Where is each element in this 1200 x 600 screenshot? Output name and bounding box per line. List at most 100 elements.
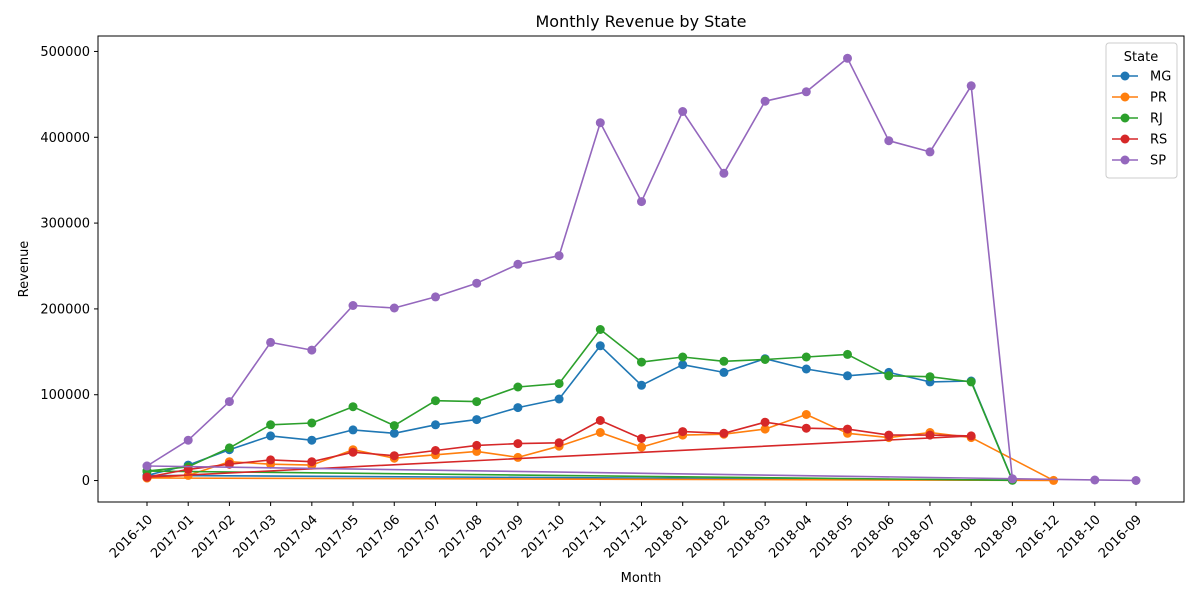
- legend-swatch-marker: [1120, 71, 1130, 81]
- legend-label: SP: [1150, 154, 1166, 169]
- data-point: [925, 147, 935, 157]
- legend-swatch-marker: [1120, 113, 1130, 123]
- legend-swatch-marker: [1120, 92, 1130, 102]
- data-point: [266, 431, 276, 441]
- data-point: [142, 472, 152, 482]
- data-point: [801, 87, 811, 97]
- data-point: [472, 415, 482, 425]
- data-point: [307, 345, 317, 355]
- data-point: [431, 396, 440, 406]
- x-axis-title: Month: [621, 571, 662, 586]
- data-point: [554, 379, 564, 389]
- data-point: [678, 427, 688, 437]
- data-point: [843, 53, 852, 63]
- data-point: [637, 434, 646, 443]
- x-tick-label: 2018-02: [684, 512, 733, 561]
- series-line-sp: [146, 57, 1137, 482]
- x-tick-label: 2017-01: [148, 512, 197, 561]
- legend-item-mg: MG: [1112, 70, 1171, 85]
- x-tick-label: 2018-08: [931, 512, 980, 561]
- y-tick-label: 500000: [40, 45, 90, 60]
- data-point: [719, 428, 729, 438]
- data-point: [389, 428, 399, 438]
- x-tick-label: 2017-04: [272, 512, 321, 561]
- data-point: [637, 380, 646, 390]
- data-point: [925, 430, 935, 440]
- chart-title: Monthly Revenue by State: [536, 12, 747, 31]
- data-point: [307, 457, 317, 467]
- y-tick-label: 400000: [40, 131, 90, 146]
- data-point: [678, 107, 688, 116]
- legend-label: MG: [1150, 70, 1171, 85]
- legend-label: PR: [1150, 91, 1167, 106]
- x-tick-label: 2017-07: [395, 512, 444, 561]
- data-point: [224, 397, 234, 407]
- legend-label: RS: [1150, 133, 1167, 148]
- x-tick-label: 2018-10: [1055, 512, 1104, 561]
- data-point: [513, 382, 523, 392]
- x-tick-label: 2018-04: [766, 512, 815, 561]
- axes-frame: [97, 35, 1185, 503]
- series-line-rj: [146, 328, 1014, 482]
- data-point: [307, 435, 317, 445]
- data-point: [554, 438, 564, 448]
- data-point: [1049, 475, 1059, 485]
- data-point: [719, 356, 729, 366]
- data-point: [472, 397, 482, 407]
- data-point: [513, 403, 523, 413]
- data-point: [719, 367, 729, 377]
- x-tick-label: 2018-05: [808, 512, 857, 561]
- data-point: [142, 461, 152, 471]
- legend-swatch-marker: [1120, 134, 1130, 144]
- data-point: [966, 81, 976, 91]
- legend-item-sp: SP: [1112, 154, 1166, 169]
- data-point: [884, 136, 894, 146]
- data-point: [595, 416, 605, 425]
- data-point: [389, 421, 399, 431]
- y-tick-label: 0: [82, 474, 90, 489]
- series-rj: [142, 325, 1017, 485]
- x-tick-label: 2016-09: [1096, 512, 1145, 561]
- data-point: [801, 423, 811, 433]
- x-tick-label: 2016-10: [107, 512, 156, 561]
- data-point: [513, 439, 523, 449]
- data-point: [266, 337, 276, 347]
- data-point: [389, 303, 399, 313]
- data-point: [966, 377, 976, 387]
- x-tick-label: 2017-09: [478, 512, 527, 561]
- y-axis-title: Revenue: [17, 241, 32, 298]
- data-point: [595, 325, 605, 334]
- legend: State MG PR RJ RS SP: [1105, 42, 1178, 179]
- legend-swatch-marker: [1120, 155, 1130, 165]
- x-axis: 2016-102017-012017-022017-032017-042017-…: [107, 502, 1145, 561]
- y-tick-label: 300000: [40, 217, 90, 232]
- data-point: [678, 352, 688, 362]
- data-point: [637, 442, 646, 452]
- data-point: [1090, 475, 1100, 485]
- data-point: [183, 435, 193, 445]
- x-tick-label: 2017-11: [560, 512, 609, 561]
- legend-item-pr: PR: [1112, 91, 1167, 106]
- data-point: [595, 428, 605, 437]
- x-tick-label: 2017-05: [313, 512, 362, 561]
- data-point: [843, 349, 852, 359]
- data-point: [348, 447, 358, 457]
- data-point: [513, 452, 523, 462]
- series-sp: [142, 53, 1141, 485]
- y-axis: 0 100000 200000 300000 400000 500000: [40, 45, 98, 489]
- series-rs: [142, 416, 976, 482]
- data-point: [431, 292, 440, 302]
- x-tick-label: 2017-03: [231, 512, 280, 561]
- data-point: [431, 420, 440, 430]
- series-line-rs: [146, 419, 973, 478]
- x-tick-label: 2018-01: [643, 512, 692, 561]
- data-point: [513, 259, 523, 269]
- x-tick-label: 2017-08: [437, 512, 486, 561]
- x-tick-label: 2018-03: [725, 512, 774, 561]
- legend-item-rs: RS: [1112, 133, 1167, 148]
- data-point: [760, 424, 770, 434]
- legend-label: RJ: [1150, 112, 1163, 127]
- data-point: [678, 360, 688, 370]
- data-point: [389, 451, 399, 461]
- x-tick-label: 2018-09: [972, 512, 1021, 561]
